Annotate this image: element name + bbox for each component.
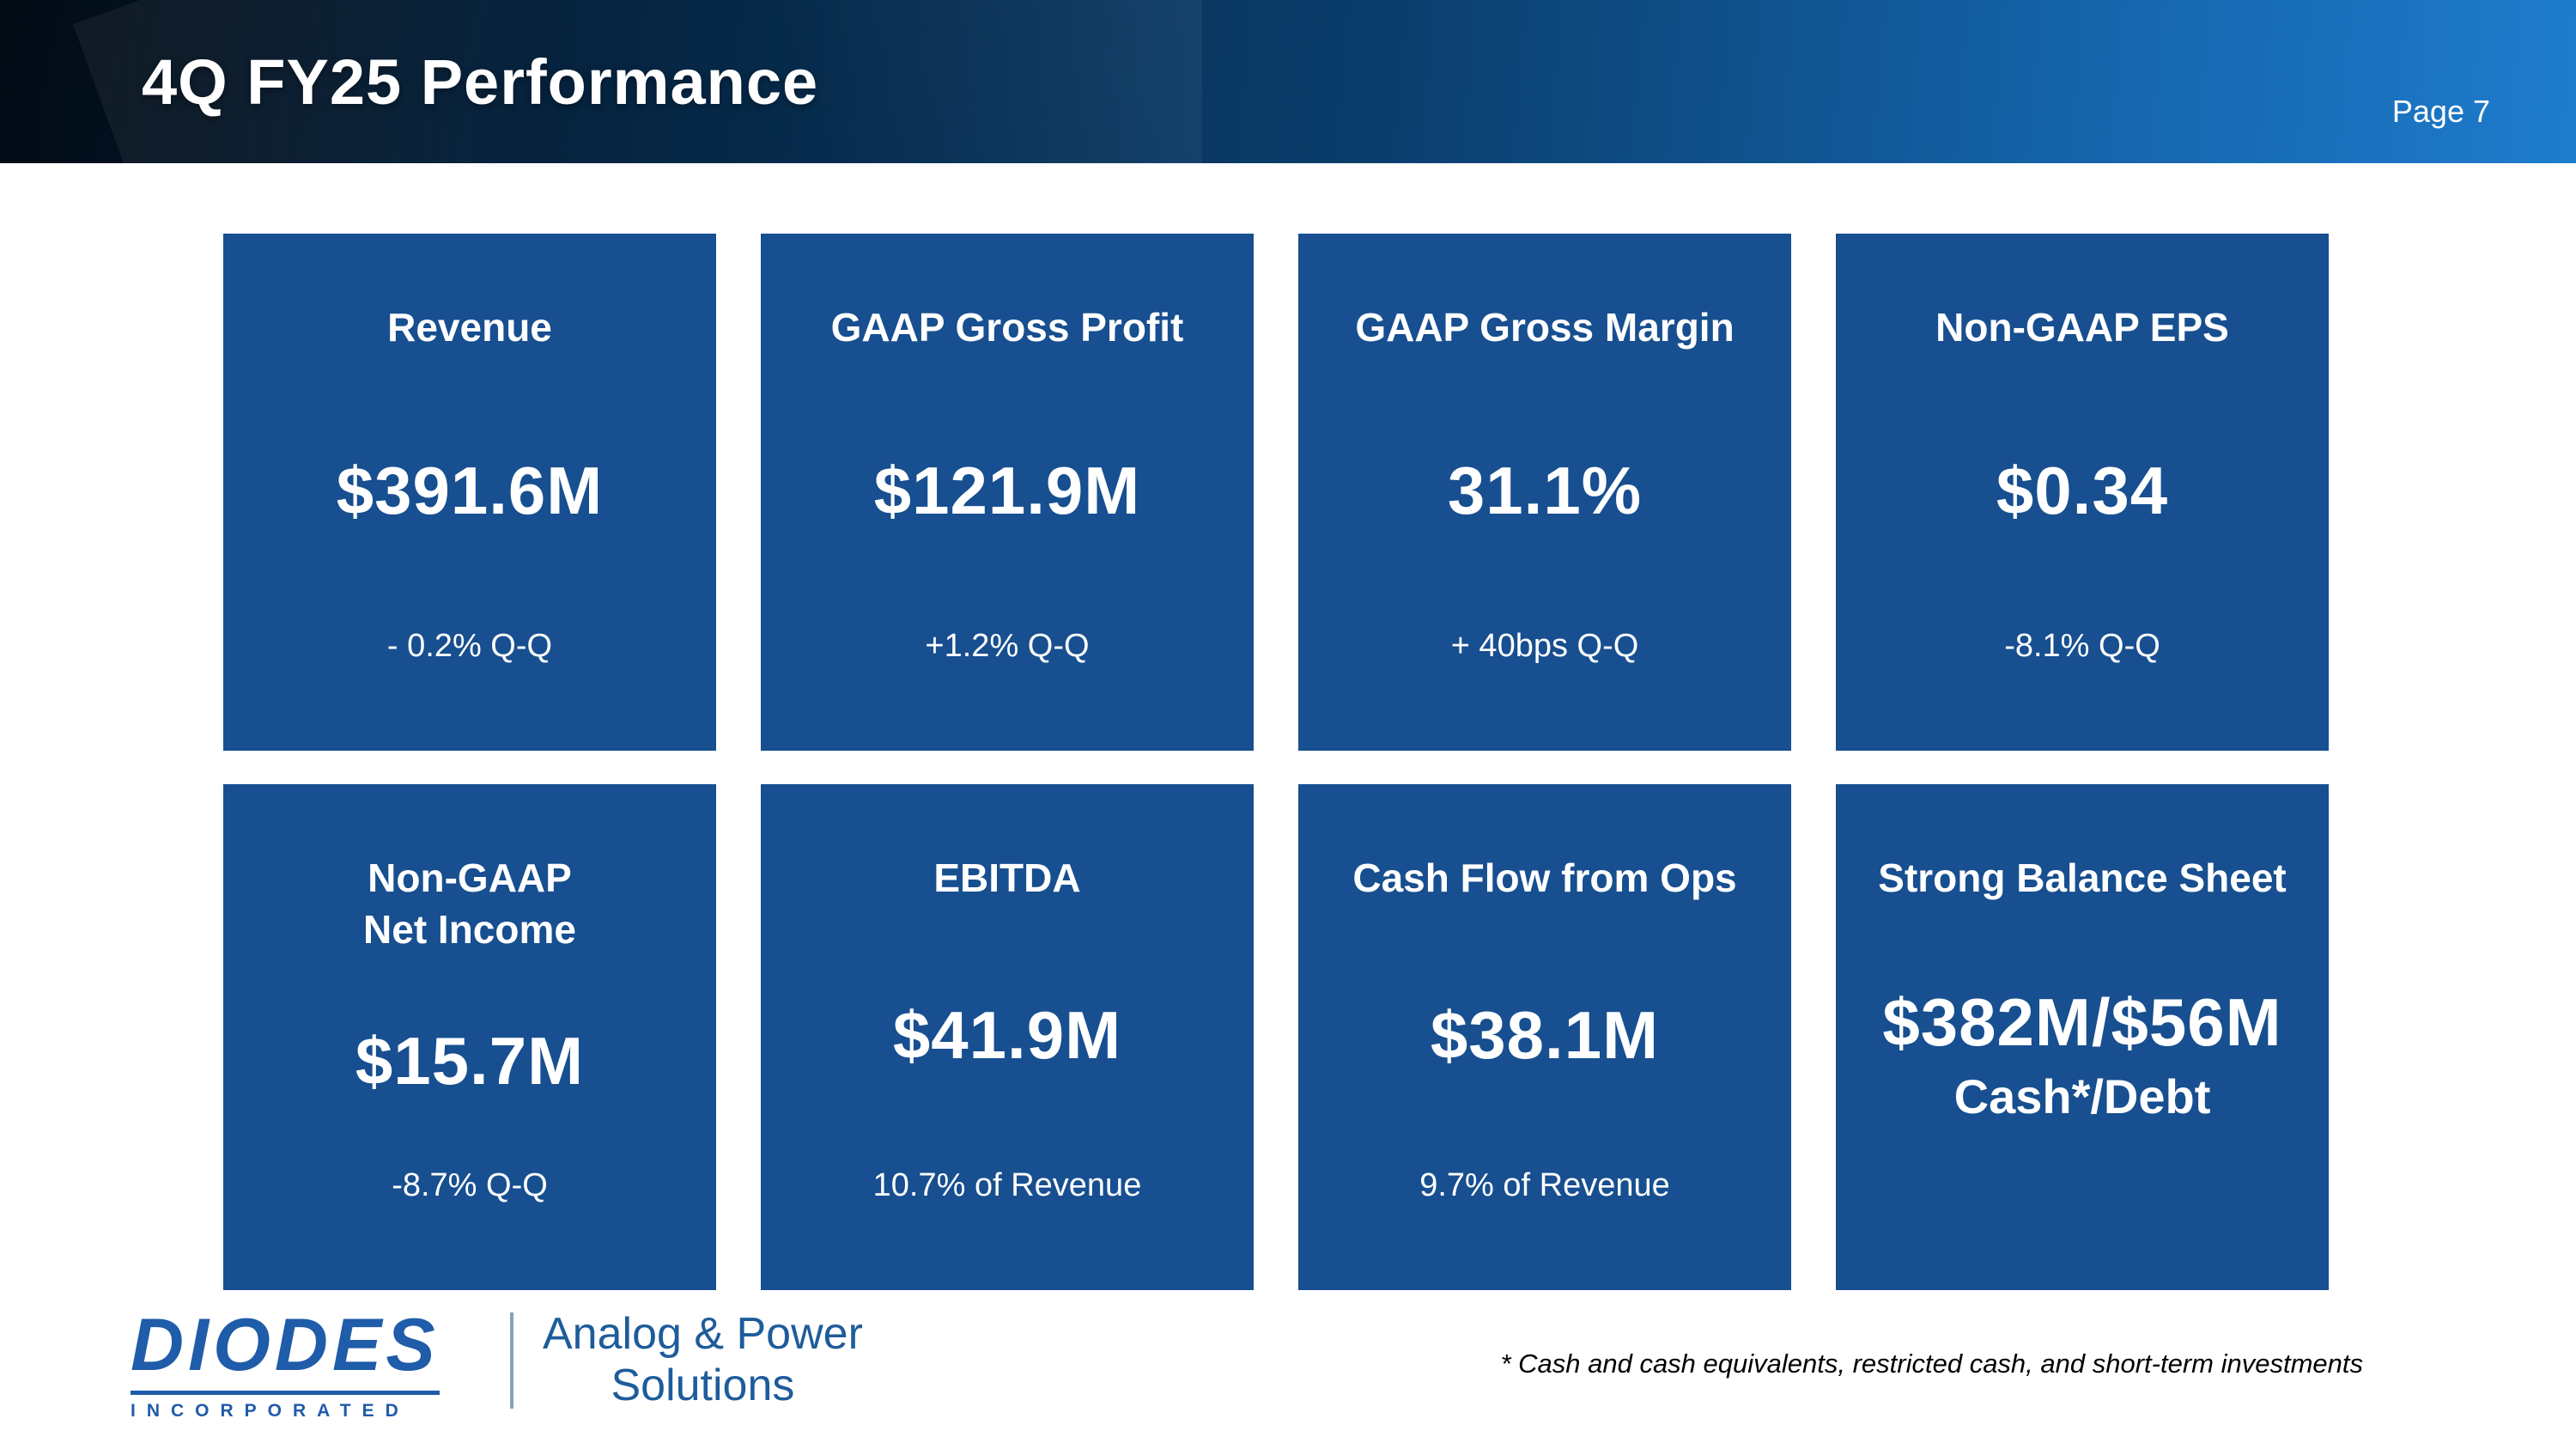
metric-title: Strong Balance Sheet [1878, 855, 2287, 900]
metric-title: EBITDA [933, 855, 1081, 900]
metric-subtext: -8.7% Q-Q [392, 1167, 548, 1203]
tagline-line1: Analog & Power [543, 1309, 863, 1359]
metric-value-block: $391.6M [337, 452, 604, 530]
metric-title: Cash Flow from Ops [1352, 855, 1737, 900]
header-banner: 4Q FY25 Performance Page 7 [0, 0, 2576, 163]
metric-card-non-gaap-net-income: Non-GAAP Net Income $15.7M -8.7% Q-Q [223, 784, 716, 1290]
metric-value: $382M/$56M [1882, 984, 2282, 1061]
metric-value-block: $38.1M [1431, 996, 1659, 1075]
metric-value-block: $0.34 [1996, 452, 2168, 530]
metric-card-gaap-gross-profit: GAAP Gross Profit $121.9M +1.2% Q-Q [761, 234, 1254, 751]
metric-value: $0.34 [1996, 452, 2169, 528]
metric-title: GAAP Gross Margin [1355, 305, 1735, 350]
metric-card-gaap-gross-margin: GAAP Gross Margin 31.1% + 40bps Q-Q [1298, 234, 1791, 751]
metric-title: Non-GAAP EPS [1935, 305, 2229, 350]
metric-value: $391.6M [336, 452, 604, 528]
metric-subtext: 10.7% of Revenue [872, 1166, 1142, 1203]
metric-value: $38.1M [1430, 997, 1660, 1074]
page-title: 4Q FY25 Performance [142, 46, 819, 118]
company-tagline: Analog & Power Solutions [543, 1309, 863, 1412]
metric-value-block: $41.9M [893, 996, 1121, 1075]
metric-cards-grid: Revenue $391.6M - 0.2% Q-Q GAAP Gross Pr… [223, 234, 2329, 1290]
metric-value-block: 31.1% [1448, 452, 1642, 530]
metric-value-block: $15.7M [355, 1022, 584, 1100]
page-number: Page 7 [2391, 94, 2490, 129]
metric-card-revenue: Revenue $391.6M - 0.2% Q-Q [223, 234, 716, 751]
diodes-logo: DIODES INCORPORATED [131, 1308, 440, 1422]
metric-subtext: - 0.2% Q-Q [386, 627, 553, 664]
tagline-line2: Solutions [611, 1360, 795, 1410]
metric-card-strong-balance-sheet: Strong Balance Sheet $382M/$56M Cash*/De… [1836, 784, 2329, 1290]
metric-card-cash-flow-from-ops: Cash Flow from Ops $38.1M 9.7% of Revenu… [1298, 784, 1791, 1290]
metric-title: Non-GAAP Net Income [363, 855, 576, 952]
metric-value: $15.7M [355, 1023, 585, 1099]
metric-subtext: + 40bps Q-Q [1450, 627, 1639, 664]
metric-subtext: -8.1% Q-Q [2004, 627, 2160, 664]
diodes-logo-wordmark: DIODES [131, 1304, 440, 1386]
cash-footnote: * Cash and cash equivalents, restricted … [1500, 1349, 2363, 1379]
metric-value: $121.9M [873, 452, 1141, 528]
metric-title: Revenue [387, 305, 552, 350]
metric-subtext: +1.2% Q-Q [925, 627, 1090, 664]
metric-value: 31.1% [1447, 452, 1643, 528]
metric-card-non-gaap-eps: Non-GAAP EPS $0.34 -8.1% Q-Q [1836, 234, 2329, 751]
metric-card-ebitda: EBITDA $41.9M 10.7% of Revenue [761, 784, 1254, 1290]
metric-subtext: 9.7% of Revenue [1419, 1166, 1670, 1203]
metric-value: $41.9M [892, 997, 1122, 1074]
diodes-logo-incorporated: INCORPORATED [131, 1391, 440, 1422]
metric-value-line2: Cash*/Debt [1953, 1069, 2211, 1124]
metric-value-block: $382M/$56M Cash*/Debt [1882, 983, 2281, 1124]
metric-title: GAAP Gross Profit [830, 305, 1184, 350]
metric-value-block: $121.9M [874, 452, 1141, 530]
footer-divider [510, 1312, 513, 1409]
